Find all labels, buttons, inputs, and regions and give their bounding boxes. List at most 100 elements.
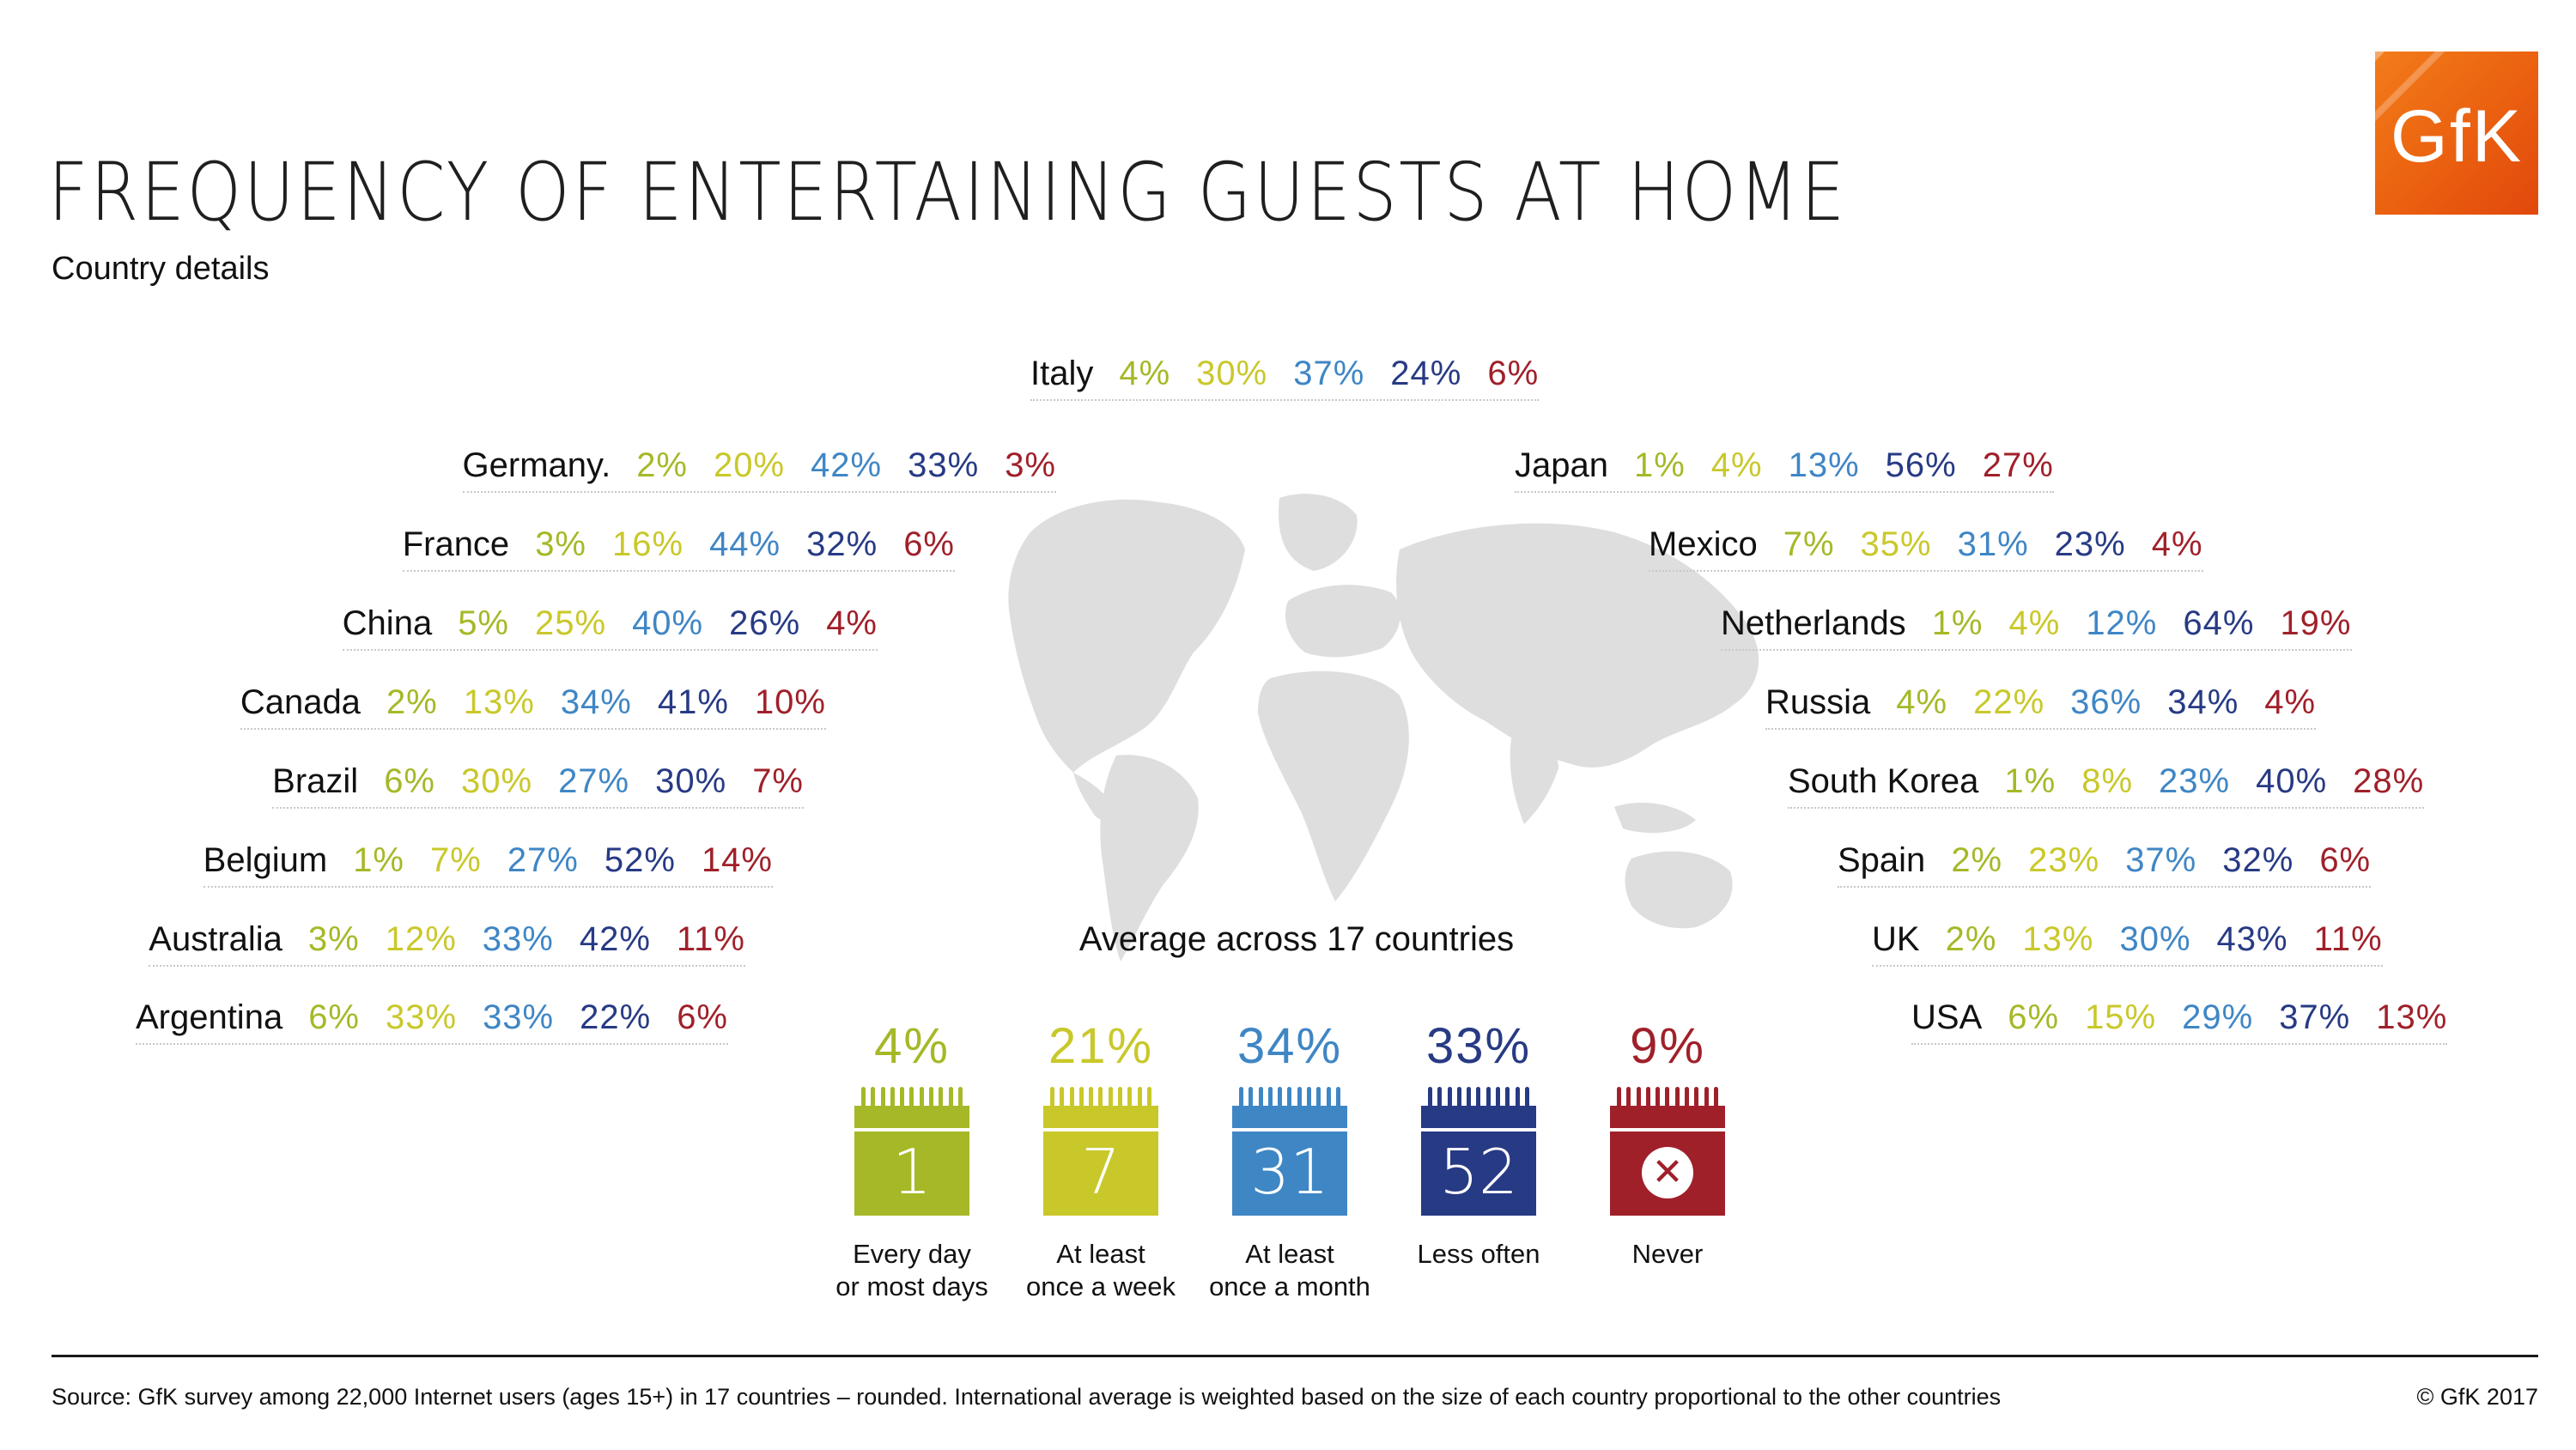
value-label: 33% — [483, 998, 555, 1036]
average-label-line: Never — [1631, 1239, 1704, 1269]
value-label: 13% — [2376, 998, 2448, 1036]
value-label: 7% — [752, 761, 804, 800]
country-name: Belgium — [203, 840, 328, 879]
value-label: 6% — [308, 998, 360, 1036]
average-title: Average across 17 countries — [1078, 920, 1515, 958]
value-label: 42% — [811, 446, 883, 484]
footer-divider — [52, 1355, 2538, 1357]
value-label: 15% — [2085, 998, 2157, 1036]
value-label: 22% — [1973, 683, 2045, 721]
country-row: South Korea 1% 8% 23% 40% 28% — [1788, 755, 2425, 809]
average-percent: 33% — [1425, 1018, 1532, 1074]
value-label: 13% — [2022, 919, 2094, 958]
value-label: 2% — [386, 683, 438, 721]
average-item: 9% ✕ Never — [1573, 1017, 1762, 1271]
average-label: Every day or most days — [817, 1238, 1006, 1303]
calendar-number: 52 — [1439, 1136, 1518, 1208]
country-row: Australia 3% 12% 33% 42% 11% — [149, 913, 745, 967]
average-label-line: At least — [1056, 1239, 1145, 1269]
value-label: 4% — [2264, 683, 2317, 721]
average-item: 4% 1 Every day or most days — [817, 1017, 1006, 1303]
average-label-line: once a week — [1025, 1271, 1176, 1301]
value-label: 12% — [2086, 604, 2158, 642]
gfk-logo: GfK — [2375, 52, 2538, 215]
value-label: 14% — [701, 840, 773, 879]
country-row: UK 2% 13% 30% 43% 11% — [1872, 913, 2383, 967]
value-label: 40% — [2256, 761, 2328, 800]
value-label: 31% — [1957, 525, 2029, 563]
value-label: 33% — [386, 998, 458, 1036]
country-row: Argentina 6% 33% 33% 22% 6% — [135, 992, 728, 1045]
value-label: 4% — [2008, 604, 2061, 642]
average-label-line: Less often — [1417, 1239, 1540, 1269]
value-label: 30% — [1196, 354, 1268, 392]
value-label: 35% — [1860, 525, 1932, 563]
value-label: 4% — [1896, 683, 1948, 721]
value-label: 37% — [1293, 354, 1365, 392]
value-label: 7% — [430, 840, 482, 879]
value-label: 43% — [2216, 919, 2288, 958]
value-label: 23% — [2159, 761, 2231, 800]
average-percent: 4% — [874, 1018, 950, 1074]
value-label: 13% — [463, 683, 535, 721]
country-row: Italy 4% 30% 37% 24% 6% — [1030, 348, 1540, 401]
value-label: 23% — [2028, 840, 2100, 879]
value-label: 4% — [2151, 525, 2203, 563]
calendar-icon: ✕ — [1610, 1087, 1725, 1216]
country-row: China 5% 25% 40% 26% 4% — [342, 598, 878, 651]
value-label: 33% — [908, 446, 980, 484]
value-label: 4% — [1710, 446, 1763, 484]
value-label: 23% — [2054, 525, 2126, 563]
calendar-icon: 7 — [1043, 1087, 1158, 1216]
source-note: Source: GfK survey among 22,000 Internet… — [52, 1384, 2002, 1410]
value-label: 22% — [580, 998, 652, 1036]
value-label: 4% — [826, 604, 878, 642]
value-label: 11% — [676, 919, 745, 958]
average-label-line: Every day — [853, 1239, 971, 1269]
country-row: Spain 2% 23% 37% 32% 6% — [1838, 834, 2372, 888]
country-name: Brazil — [272, 761, 359, 800]
close-icon: ✕ — [1642, 1147, 1693, 1198]
country-row: Germany. 2% 20% 42% 33% 3% — [462, 440, 1056, 493]
country-name: Canada — [240, 683, 361, 721]
copyright: © GfK 2017 — [2416, 1384, 2538, 1410]
page-subtitle: Country details — [52, 251, 270, 287]
value-label: 6% — [2319, 840, 2372, 879]
average-percent: 21% — [1048, 1018, 1154, 1074]
country-name: Italy — [1030, 354, 1094, 392]
country-name: Australia — [149, 919, 283, 958]
value-label: 1% — [1931, 604, 1984, 642]
country-name: Germany. — [462, 446, 611, 484]
country-row: Netherlands 1% 4% 12% 64% 19% — [1721, 598, 2352, 651]
country-name: South Korea — [1788, 761, 1979, 800]
country-name: Japan — [1515, 446, 1608, 484]
value-label: 7% — [1783, 525, 1835, 563]
country-row: USA 6% 15% 29% 37% 13% — [1911, 992, 2448, 1045]
calendar-icon: 52 — [1421, 1087, 1536, 1216]
value-label: 30% — [2119, 919, 2191, 958]
value-label: 41% — [657, 683, 729, 721]
country-row: Mexico 7% 35% 31% 23% 4% — [1649, 519, 2203, 572]
logo-text: GfK — [2390, 95, 2524, 178]
value-label: 1% — [2004, 761, 2057, 800]
value-label: 8% — [2081, 761, 2134, 800]
value-label: 1% — [353, 840, 404, 879]
page-title: FREQUENCY OF ENTERTAINING GUESTS AT HOME — [48, 146, 1847, 240]
value-label: 30% — [655, 761, 727, 800]
country-name: UK — [1872, 919, 1920, 958]
average-label: At least once a week — [1006, 1238, 1195, 1303]
country-row: France 3% 16% 44% 32% 6% — [402, 519, 955, 572]
value-label: 34% — [560, 683, 632, 721]
country-name: China — [342, 604, 433, 642]
value-label: 42% — [579, 919, 651, 958]
value-label: 27% — [507, 840, 579, 879]
value-label: 6% — [677, 998, 728, 1036]
average-percent: 34% — [1236, 1018, 1343, 1074]
value-label: 19% — [2280, 604, 2352, 642]
value-label: 6% — [384, 761, 435, 800]
value-label: 5% — [458, 604, 509, 642]
calendar-icon: 1 — [854, 1087, 969, 1216]
value-label: 56% — [1885, 446, 1957, 484]
value-label: 3% — [535, 525, 586, 563]
